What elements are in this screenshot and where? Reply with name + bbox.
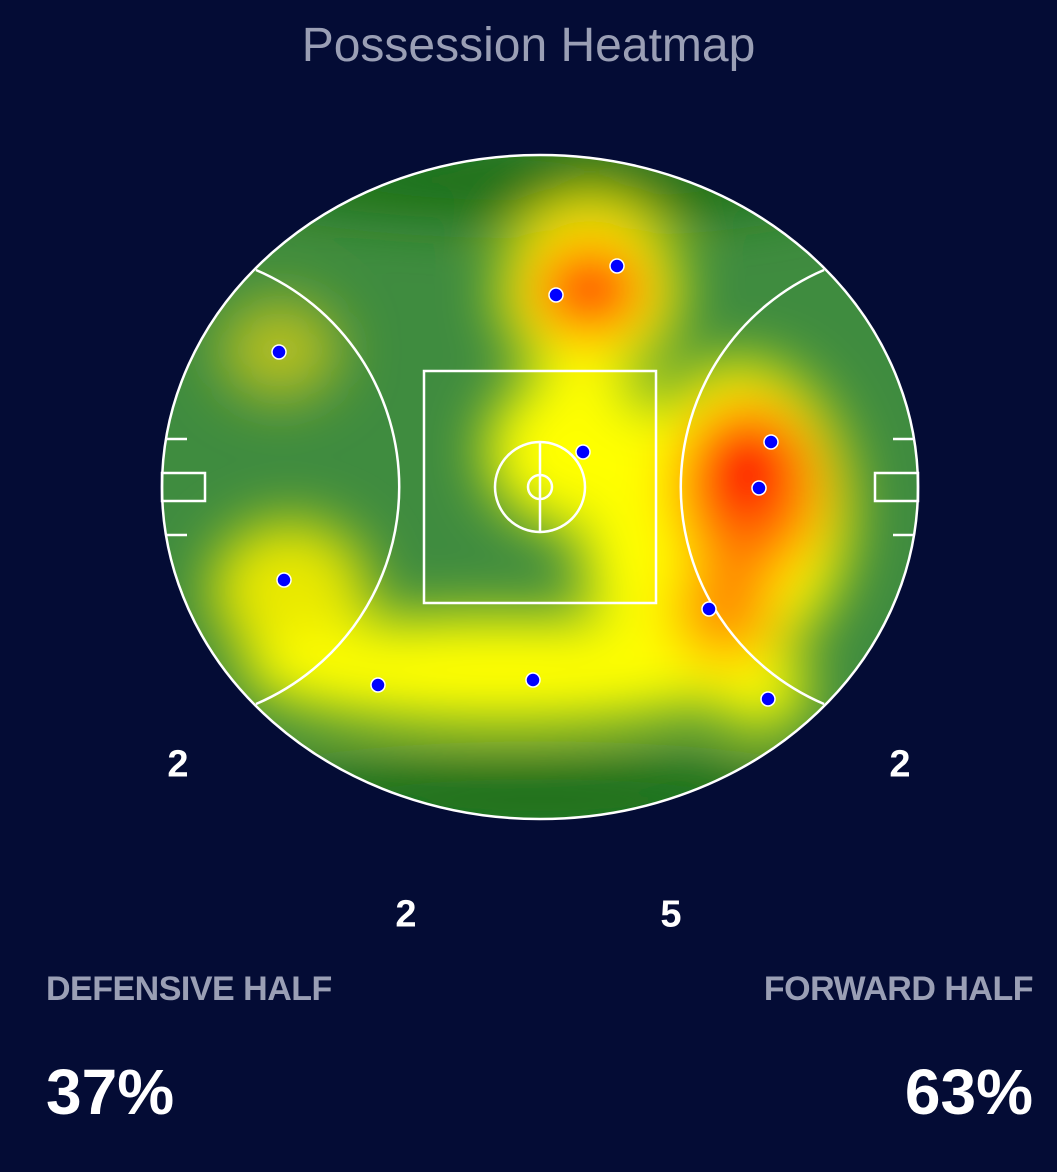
half-percent: 37% [46,1056,175,1128]
half-label: FORWARD HALF [763,970,1034,1008]
half-percent: 63% [904,1056,1033,1128]
zone-count: 5 [660,893,682,936]
possession-dots [271,258,779,707]
zone-count: 2 [889,743,911,786]
field [160,153,920,821]
title: Possession Heatmap [301,19,756,72]
zone-count: 2 [395,893,417,936]
field-lines [160,153,920,821]
zone-count: 2 [167,743,189,786]
half-label: DEFENSIVE HALF [46,970,332,1008]
